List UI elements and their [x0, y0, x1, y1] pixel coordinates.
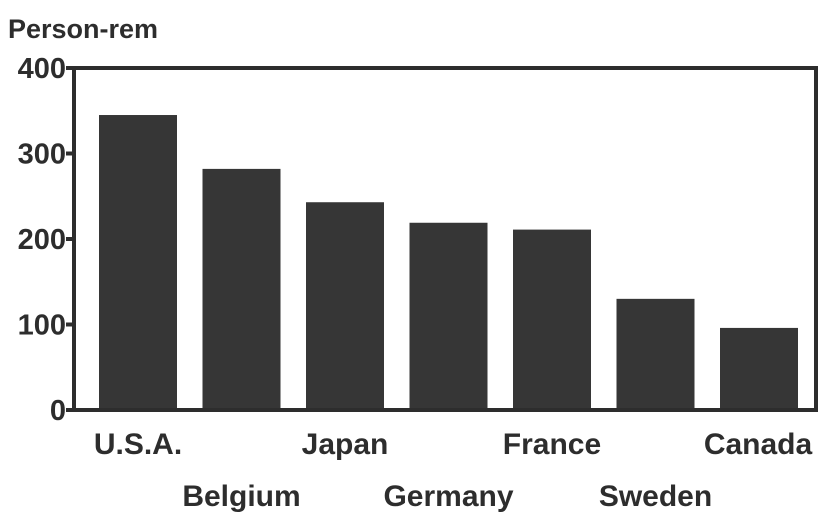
x-category-label: Germany	[383, 480, 513, 513]
bar-sweden	[616, 298, 695, 410]
bar-japan	[306, 202, 384, 410]
y-tick-label: 200	[18, 224, 66, 256]
y-axis-ticks: 0 100 200 300 400	[18, 53, 74, 427]
x-category-label: Canada	[704, 428, 813, 461]
y-axis-title: Person-rem	[8, 14, 158, 44]
x-category-label: Belgium	[182, 480, 300, 513]
x-category-label: Japan	[302, 428, 389, 461]
bar-belgium	[202, 168, 281, 410]
x-category-label: U.S.A.	[94, 428, 182, 461]
y-tick-label: 300	[18, 139, 66, 171]
bar-france	[513, 229, 591, 410]
bar-u-s-a	[99, 115, 177, 411]
x-category-label: Sweden	[599, 480, 712, 513]
y-tick-label: 400	[18, 53, 66, 85]
plot-frame	[72, 66, 818, 412]
y-tick-label: 100	[18, 310, 66, 342]
bar-canada	[720, 327, 798, 410]
bars	[99, 115, 798, 411]
y-tick-label: 0	[50, 395, 66, 427]
x-category-label: France	[503, 428, 601, 461]
bar-germany	[409, 222, 488, 410]
